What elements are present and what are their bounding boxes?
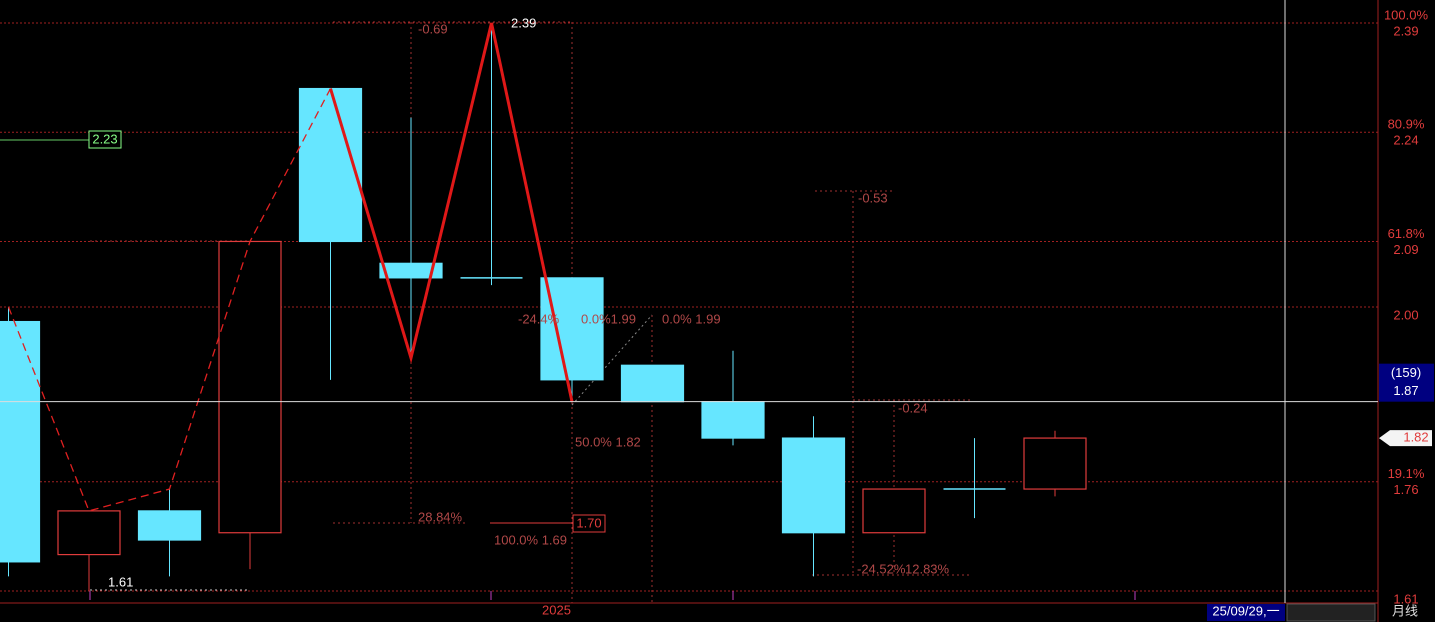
period-label: 月线 [1392, 603, 1418, 618]
x-tick-label: 2025 [542, 602, 571, 617]
frame [0, 0, 1379, 622]
y-tick-label: 2.24 [1393, 133, 1418, 148]
annotation: 1.61 [108, 574, 133, 589]
annotation: 0.0%1.99 [581, 311, 636, 326]
annotation-box [88, 130, 122, 149]
crosshair-box [1379, 363, 1434, 402]
fib-label: 80.9% [1388, 117, 1425, 132]
fib-label: 100.0% [1384, 7, 1429, 22]
annotation: 12.83% [905, 561, 950, 576]
annotation: 2.39 [511, 15, 536, 30]
candle-body [781, 437, 846, 534]
annotation: -0.24 [898, 400, 928, 415]
candle-body [298, 87, 363, 243]
annotation: 100.0% 1.69 [494, 532, 567, 547]
candle-body [137, 510, 202, 541]
annotation: 2.23 [92, 131, 117, 146]
candle-body [701, 401, 765, 439]
candle-body [0, 320, 41, 563]
y-tick-label: 1.61 [1393, 591, 1418, 606]
last-price-marker [1379, 430, 1432, 447]
fib-label: 19.1% [1388, 466, 1425, 481]
candle-body [540, 277, 604, 381]
y-tick-label: 2.00 [1393, 307, 1418, 322]
candle-body [379, 262, 443, 279]
wave-line [329, 22, 574, 402]
y-tick-label: 2.09 [1393, 242, 1418, 257]
annotation: -24.52% [857, 561, 906, 576]
y-tick-label: 2.39 [1393, 23, 1418, 38]
annotation: 28.84% [418, 509, 463, 524]
candle-body [218, 240, 282, 534]
y-tick-label: 1.76 [1393, 482, 1418, 497]
annotation: -24.4% [518, 311, 560, 326]
crosshair-value: 1.87 [1393, 383, 1418, 398]
candle-body [57, 510, 121, 556]
wave-dashed [7, 88, 332, 512]
crosshair-count: (159) [1391, 365, 1421, 380]
fib-label: 61.8% [1388, 226, 1425, 241]
last-price-label: 1.82 [1403, 430, 1428, 445]
annotation-box [572, 514, 606, 533]
candle-body [620, 364, 685, 403]
plot [0, 22, 1378, 592]
annotation: -0.69 [418, 21, 448, 36]
annotation: 50.0% 1.82 [575, 434, 641, 449]
annotations: -0.69 2.39 2.23 1.61 -24.4% 0.0%1.99 0.0… [88, 15, 950, 589]
annotation: 1.70 [576, 515, 601, 530]
candle-body [1023, 437, 1087, 490]
annotation: 0.0% 1.99 [662, 311, 721, 326]
candle-body [862, 488, 926, 534]
crosshair-date-box [1207, 604, 1285, 621]
annotation: -0.53 [858, 190, 888, 205]
crosshair-date: 25/09/29,一 [1212, 603, 1279, 618]
